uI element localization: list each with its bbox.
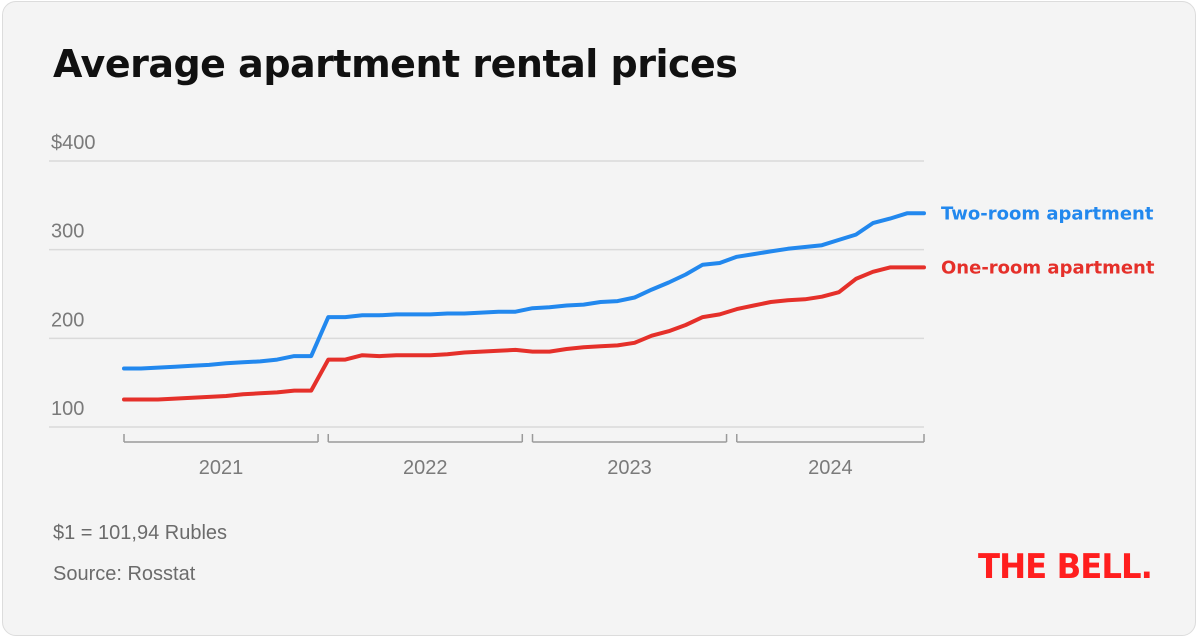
x-year-bracket <box>327 434 524 443</box>
series-lines <box>122 211 926 402</box>
y-axis-ticks: $400 300 200 100 <box>51 132 96 420</box>
y-tick-label: 200 <box>51 309 84 331</box>
y-tick-label: 300 <box>51 221 84 243</box>
x-tick-label: 2023 <box>607 457 652 479</box>
x-year-bracket <box>123 434 319 443</box>
x-tick-label: 2024 <box>808 457 853 479</box>
series-labels: Two-room apartment One-room apartment <box>941 203 1155 278</box>
y-tick-label: 100 <box>51 398 84 420</box>
x-tick-label: 2022 <box>403 457 448 479</box>
x-year-bracket <box>736 434 925 443</box>
gridlines <box>49 160 924 428</box>
source-note: Source: Rosstat <box>53 563 196 585</box>
series-line-two-room <box>122 211 926 371</box>
chart-title: Average apartment rental prices <box>53 42 738 86</box>
y-tick-label: $400 <box>51 132 96 154</box>
the-bell-logo: THE BELL. <box>978 547 1153 587</box>
exchange-rate-note: $1 = 101,94 Rubles <box>53 522 228 544</box>
x-tick-label: 2021 <box>199 457 244 479</box>
line-chart: $400 300 200 100 2021 2022 2023 2024 Two-room … <box>49 132 1155 479</box>
series-line-one-room <box>122 265 926 402</box>
series-label-one-room: One-room apartment <box>941 257 1155 278</box>
series-label-two-room: Two-room apartment <box>941 203 1154 224</box>
x-year-bracket <box>531 434 728 443</box>
x-axis: 2021 2022 2023 2024 <box>123 434 925 479</box>
